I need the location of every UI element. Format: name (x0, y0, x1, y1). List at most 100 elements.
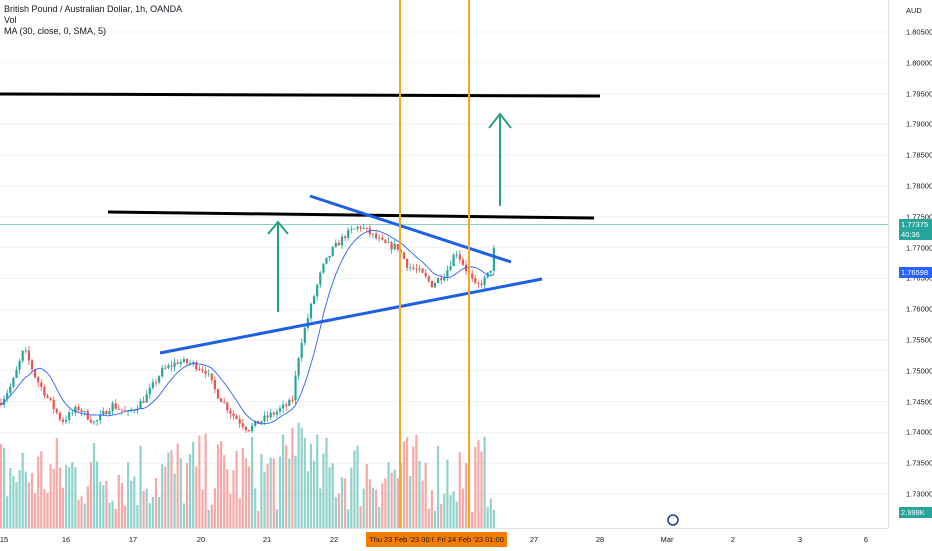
chart-canvas[interactable] (0, 0, 888, 528)
volume-bar (483, 436, 486, 528)
volume-bar (415, 434, 418, 528)
moving-average-line (0, 230, 495, 425)
candle-body (220, 398, 223, 403)
volume-bar (247, 466, 251, 528)
time-tick-label: 28 (595, 535, 605, 544)
volume-bar (158, 497, 161, 528)
volume-bar (145, 488, 148, 528)
volume-bar (164, 466, 167, 528)
candle-body (108, 411, 111, 415)
candle-body (142, 401, 145, 403)
volume-bar (344, 478, 347, 528)
price-tick-label: 1.73000 (906, 489, 932, 499)
candle-body (272, 412, 275, 415)
candle-body (58, 412, 61, 420)
candle-body (86, 411, 89, 420)
time-tick-label: 6 (863, 535, 869, 544)
candle-body (71, 412, 74, 414)
candle-body (483, 277, 486, 286)
candle-body (347, 229, 350, 238)
volume-bar (300, 427, 303, 528)
volume-bar (151, 496, 154, 528)
volume-bar (430, 490, 433, 528)
volume-bar (192, 441, 195, 528)
volume-bar (266, 463, 269, 528)
volume-bar (331, 463, 334, 528)
volume-bar (52, 468, 55, 528)
volume-bar (244, 458, 247, 528)
volume-bar (464, 463, 468, 528)
volume-bar (294, 455, 297, 528)
candle-body (173, 362, 176, 367)
volume-bar (58, 467, 61, 528)
candle-body (18, 360, 21, 370)
volume-bar (46, 492, 49, 528)
volume-bar (220, 441, 223, 528)
volume-bar (471, 511, 474, 528)
candle-body (61, 419, 65, 422)
candle-body (443, 277, 446, 281)
volume-bar (105, 481, 108, 528)
volume-bar (229, 493, 232, 528)
candle-body (260, 421, 263, 424)
candle-body (371, 233, 375, 235)
arrow-up-left-head (267, 220, 289, 235)
candle-body (130, 410, 133, 412)
time-tick-label: 27 (529, 535, 539, 544)
volume-bar (384, 478, 387, 528)
candle-body (182, 359, 185, 362)
volume-bar (49, 463, 52, 528)
volume-bar (275, 509, 278, 528)
volume-bar (133, 476, 136, 528)
price-tick-label: 1.80000 (906, 58, 932, 68)
volume-bar (328, 467, 331, 528)
candle-body (198, 369, 201, 370)
volume-bar (198, 435, 201, 528)
candle-body (80, 410, 83, 413)
candle-body (282, 404, 285, 409)
price-unit: AUD (906, 6, 922, 15)
symbol-title[interactable]: British Pound / Australian Dollar, 1h, O… (4, 4, 183, 14)
volume-bar (412, 446, 415, 528)
time-axis[interactable]: 15161720212223242728Mar236Thu 23 Feb '23… (0, 528, 888, 551)
volume-bar (424, 462, 427, 528)
volume-bar (319, 488, 322, 528)
candle-body (251, 425, 254, 432)
volume-bar (288, 458, 291, 528)
ascending-trendline (159, 277, 543, 355)
candle-body (30, 360, 34, 370)
volume-bar (427, 508, 430, 528)
chart-plot-area[interactable]: British Pound / Australian Dollar, 1h, O… (0, 0, 888, 528)
volume-bar (204, 433, 207, 528)
volume-bar (102, 485, 105, 528)
volume-bar (474, 446, 477, 528)
candle-body (145, 394, 148, 403)
volume-bar (486, 507, 489, 528)
candle-body (437, 278, 440, 283)
volume-bar (201, 489, 204, 528)
candle-body (303, 327, 306, 343)
price-axis[interactable]: AUD 1.80500 1.80000 1.79500 1.79000 1.78500 1… (888, 0, 932, 528)
candle-body (390, 242, 393, 250)
candle-body (480, 283, 483, 286)
volume-bar (77, 500, 80, 528)
ma-indicator-label[interactable]: MA (30, close, 0, SMA, 5) (4, 26, 107, 36)
volume-bar (43, 489, 46, 528)
candle-body (362, 227, 365, 229)
candle-body (427, 276, 430, 281)
price-tick-label: 1.79000 (906, 119, 932, 129)
volume-bar (37, 456, 40, 528)
volume-bar (185, 463, 189, 528)
candle-body (381, 237, 384, 240)
candle-body (151, 382, 154, 388)
volume-indicator-label[interactable]: Vol (4, 15, 17, 25)
volume-bar (0, 443, 3, 528)
volume-bar (139, 445, 142, 528)
price-tick-label: 1.78500 (906, 150, 932, 160)
price-tick-label: 1.74000 (906, 427, 932, 437)
candle-body (216, 389, 220, 399)
candle-body (55, 408, 58, 413)
candle-body (83, 411, 86, 413)
price-tick-label: 1.77000 (906, 243, 932, 253)
candle-body (418, 268, 421, 270)
